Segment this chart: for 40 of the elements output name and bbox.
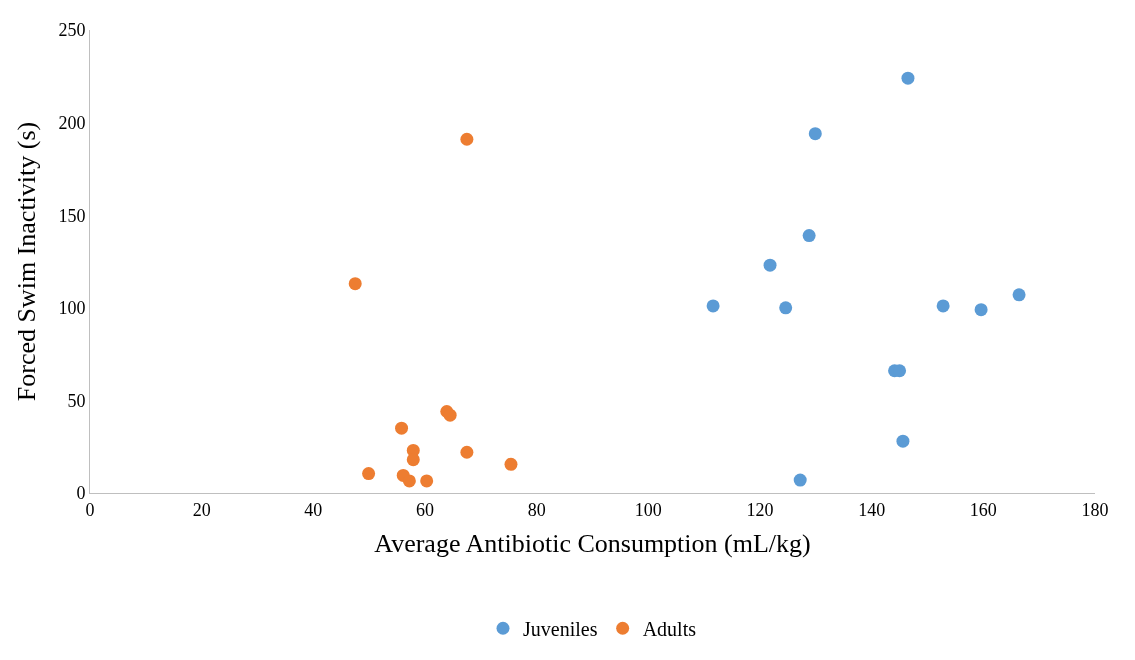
point [504,457,518,471]
x-tick-label: 80 [527,499,546,520]
point [460,445,474,459]
point [420,474,434,488]
point [793,473,807,487]
point [896,434,910,448]
point [402,474,416,488]
legend-label: Juveniles [523,618,598,641]
y-axis-title: Forced Swim Inactivity (s) [11,121,41,402]
point [348,277,362,291]
x-tick-label: 140 [858,499,886,520]
point [779,301,793,315]
x-tick-label: 120 [746,499,774,520]
legend-label: Adults [642,618,697,641]
y-tick-label: 150 [58,205,86,226]
point [974,303,988,317]
y-tick-label: 250 [58,20,86,41]
point [763,258,777,272]
y-tick-label: 50 [67,390,86,411]
point [808,127,822,141]
y-tick-label: 200 [58,112,86,133]
point [706,299,720,313]
point [406,453,420,467]
point [936,299,950,313]
y-tick-label: 0 [76,483,86,504]
point [395,421,409,435]
x-tick-label: 40 [304,499,323,520]
point [802,229,816,243]
x-tick-label: 180 [1081,499,1109,520]
point [1012,288,1026,302]
point [443,408,457,422]
x-axis-title: Average Antibiotic Consumption (mL/kg) [374,529,811,559]
point [901,71,915,85]
x-tick-label: 60 [416,499,434,520]
point [362,467,376,481]
point [460,132,474,146]
y-tick-label: 100 [58,298,86,319]
x-tick-label: 160 [969,499,997,520]
x-tick-label: 100 [634,499,662,520]
x-tick-label: 20 [192,499,211,520]
